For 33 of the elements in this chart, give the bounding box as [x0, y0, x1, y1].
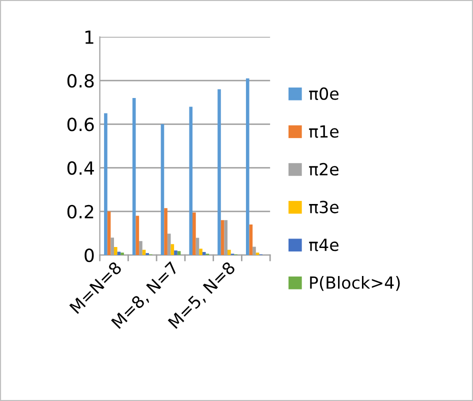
y-tick-label: 0.8 [67, 74, 94, 88]
bar [192, 212, 196, 256]
legend-label: P(Block>4) [310, 276, 400, 291]
bar [170, 244, 174, 256]
legend-label: π2e [309, 162, 338, 176]
bar [120, 252, 124, 256]
bar [228, 250, 231, 256]
bar [136, 216, 140, 256]
legend-label: π4e [309, 238, 338, 252]
bar [114, 246, 118, 256]
bar [177, 251, 181, 256]
bar [199, 248, 202, 256]
y-tick-label: 0.2 [67, 204, 94, 219]
y-tick-label: 1 [85, 30, 94, 44]
bar [249, 224, 253, 256]
legend-label: π1e [309, 125, 338, 138]
bar [256, 252, 260, 256]
bar [164, 208, 168, 256]
bar [218, 89, 221, 256]
legend-label: π3e [309, 200, 338, 214]
y-tick-label: 0.6 [67, 118, 94, 132]
bar [160, 124, 164, 256]
bar [202, 252, 206, 256]
bar [104, 113, 108, 256]
bar [107, 211, 111, 256]
legend-label: π0e [309, 87, 338, 100]
y-tick-label: 0.4 [67, 161, 94, 175]
y-tick-label: 0 [84, 248, 94, 262]
bar [246, 78, 250, 256]
bar [189, 106, 193, 256]
bar [132, 98, 136, 256]
bar [174, 250, 178, 256]
bar [220, 220, 224, 256]
